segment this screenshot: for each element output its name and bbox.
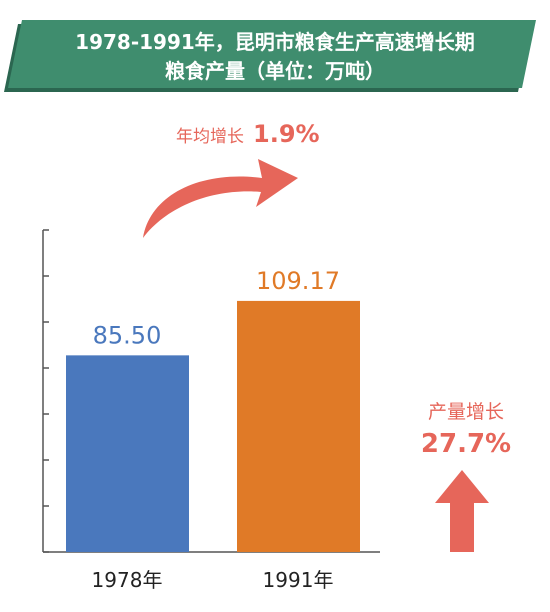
y-axis-ticks [43,229,49,553]
banner-shape [4,20,536,92]
annual-growth-label: 年均增长 [176,127,244,147]
banner-fill [8,20,536,88]
category-label-1978: 1978年 [92,568,163,592]
bar-1978 [66,355,189,552]
title-banner: 1978-1991年，昆明市粮食生产高速增长期 粮食产量（单位：万吨） [0,18,550,98]
growth-curved-arrow [143,159,298,238]
value-label-1991: 109.17 [256,267,340,295]
total-growth-label: 产量增长 [428,401,504,423]
bar-1991 [237,300,360,552]
title-line-2: 粮食产量（单位：万吨） [165,59,385,83]
value-label-1978: 85.50 [93,321,162,349]
total-growth-value: 27.7% [421,429,511,459]
chart-title: 1978-1991年，昆明市粮食生产高速增长期 粮食产量（单位：万吨） [0,28,550,86]
up-arrow [435,470,489,552]
category-label-1991: 1991年 [263,568,334,592]
title-line-1: 1978-1991年，昆明市粮食生产高速增长期 [75,30,475,54]
annual-growth-value: 1.9% [253,120,320,148]
